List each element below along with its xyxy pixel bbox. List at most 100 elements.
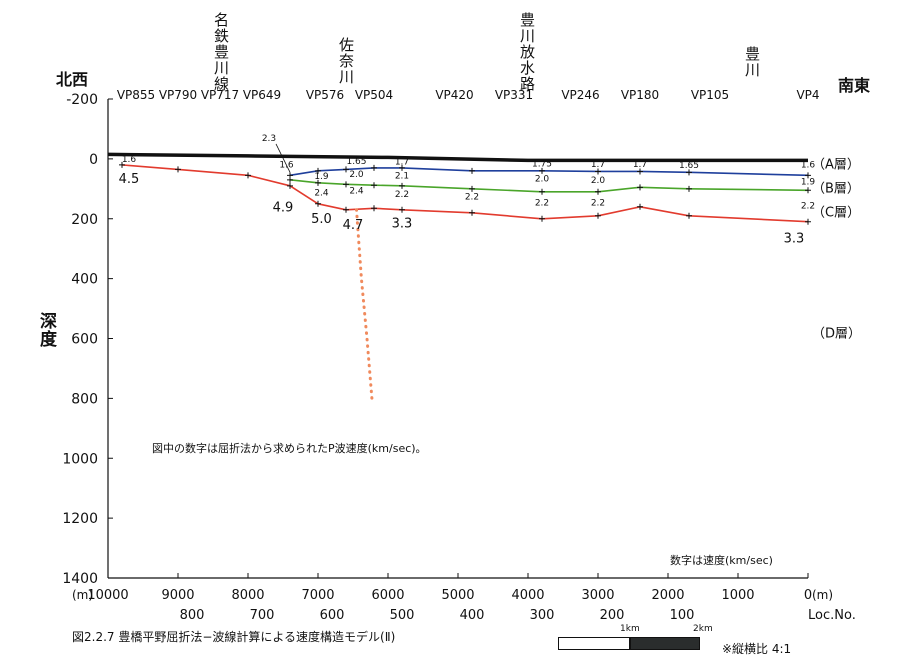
- y-tick-label-3: 400: [71, 272, 98, 288]
- boundary-point-1-7: [595, 188, 601, 195]
- boundary-point-2-6: [371, 205, 377, 212]
- boundary-point-0-5: [469, 167, 475, 174]
- velocity-unit-note: 数字は速度(km/sec): [670, 554, 773, 567]
- vp-label-9: VP180: [621, 88, 659, 102]
- boundary-point-2-1: [175, 166, 181, 173]
- x-tick-label-1: 9000: [161, 588, 194, 603]
- velocity-label-7: 5.0: [311, 212, 332, 227]
- boundary-point-2-0: [119, 161, 125, 168]
- boundary-point-1-2: [343, 181, 349, 188]
- boundary-point-2-5: [343, 206, 349, 213]
- velocity-label-16: 2.2: [465, 192, 479, 202]
- loc-tick-label-2: 600: [320, 608, 345, 623]
- velocity-label-10: 2.4: [349, 186, 364, 196]
- velocity-label-4: 4.9: [273, 200, 294, 215]
- x-tick-label-7: 3000: [581, 588, 614, 603]
- boundary-point-1-6: [539, 188, 545, 195]
- loc-tick-label-7: 100: [670, 608, 695, 623]
- landmark-toyokawa-label: 豊川: [743, 46, 761, 78]
- x-tick-label-8: 2000: [651, 588, 684, 603]
- boundary-point-0-6: [539, 167, 545, 174]
- layer-label-0: （A層）: [812, 157, 860, 172]
- vp-label-8: VP246: [561, 88, 599, 102]
- x-tick-label-10: 0: [804, 588, 812, 603]
- vp-label-10: VP105: [691, 88, 729, 102]
- velocity-label-19: 2.2: [535, 198, 549, 208]
- layer-label-3: （D層）: [812, 327, 861, 342]
- boundary-point-1-9: [686, 185, 692, 192]
- figure-caption: 図2.2.7 豊橋平野屈折法−波線計算による速度構造モデル(Ⅱ): [72, 630, 396, 644]
- velocity-label-22: 2.2: [591, 198, 605, 208]
- velocity-label-18: 2.0: [535, 174, 550, 184]
- vp-label-2: VP717: [201, 88, 239, 102]
- velocity-label-20: 1.7: [591, 160, 605, 170]
- boundary-point-2-4: [315, 200, 321, 207]
- velocity-label-21: 2.0: [591, 176, 606, 186]
- velocity-label-1: 4.5: [119, 172, 140, 187]
- x-tick-label-3: 7000: [301, 588, 334, 603]
- boundary-point-1-8: [637, 184, 643, 191]
- vp-label-7: VP331: [495, 88, 533, 102]
- velocity-label-26: 1.9: [801, 177, 816, 187]
- vp-label-1: VP790: [159, 88, 197, 102]
- loc-tick-label-3: 500: [390, 608, 415, 623]
- y-tick-label-7: 1200: [62, 511, 98, 527]
- boundary-point-2-10: [595, 212, 601, 219]
- vp-label-11: VP4: [796, 88, 819, 102]
- boundary-point-2-9: [539, 215, 545, 222]
- boundary-point-2-3: [287, 182, 293, 189]
- velocity-label-12: 1.7: [395, 157, 409, 167]
- velocity-label-14: 2.2: [395, 190, 409, 200]
- velocity-label-24: 1.65: [679, 161, 699, 171]
- loc-tick-label-1: 700: [250, 608, 275, 623]
- loc-tick-label-5: 300: [530, 608, 555, 623]
- velocity-label-28: 3.3: [784, 232, 805, 247]
- velocity-leader-line: [275, 143, 291, 173]
- boundary-point-0-4: [399, 164, 405, 171]
- layer-label-1: （B層）: [812, 181, 860, 196]
- y-tick-label-8: 1400: [62, 571, 98, 587]
- velocity-label-27: 2.2: [801, 201, 815, 211]
- fault-line: [355, 208, 374, 400]
- boundary-point-0-10: [805, 172, 811, 179]
- chart-annotation: 図中の数字は屈折法から求められたP波速度(km/sec)。: [152, 442, 427, 455]
- velocity-label-25: 1.6: [801, 160, 816, 170]
- vp-label-6: VP420: [435, 88, 473, 102]
- velocity-label-9: 2.0: [349, 170, 364, 180]
- boundary-point-0-1: [315, 167, 321, 174]
- boundary-point-1-5: [469, 185, 475, 192]
- boundary-point-2-7: [399, 206, 405, 213]
- velocity-label-23: 1.7: [633, 160, 647, 170]
- scale-bar-dark: [630, 637, 700, 650]
- scale-bar-white: [558, 637, 630, 650]
- landmark-sanagawa-label: 佐奈川: [337, 37, 355, 85]
- boundary-line-2: [121, 164, 809, 223]
- boundary-point-1-3: [371, 182, 377, 189]
- ground-surface-line: [107, 152, 808, 163]
- y-tick-label-0: -200: [66, 92, 98, 108]
- velocity-label-8: 1.65: [346, 157, 366, 167]
- velocity-label-0: 1.6: [122, 155, 137, 165]
- boundary-point-0-9: [686, 169, 692, 176]
- y-tick-label-2: 200: [71, 212, 98, 228]
- boundary-point-2-8: [469, 209, 475, 216]
- boundary-point-1-4: [399, 182, 405, 189]
- scale-label-1km: 1km: [620, 624, 640, 634]
- velocity-label-15: 3.3: [392, 217, 413, 232]
- loc-tick-label-4: 400: [460, 608, 485, 623]
- direction-northwest-label: 北西: [56, 70, 89, 89]
- boundary-point-1-10: [805, 187, 811, 194]
- velocity-label-2: 2.3: [262, 134, 276, 144]
- boundary-point-1-0: [287, 176, 293, 183]
- velocity-label-11: 4.7: [343, 218, 364, 233]
- y-tick-label-1: 0: [89, 152, 98, 168]
- vp-label-0: VP855: [117, 88, 155, 102]
- boundary-point-0-7: [595, 168, 601, 175]
- scale-label-2km: 2km: [693, 624, 713, 634]
- y-tick-label-4: 600: [71, 332, 98, 348]
- velocity-label-5: 1.9: [314, 172, 329, 182]
- x-unit-right: (m): [812, 588, 833, 602]
- boundary-point-0-3: [371, 164, 377, 171]
- y-tick-label-6: 1000: [62, 451, 98, 467]
